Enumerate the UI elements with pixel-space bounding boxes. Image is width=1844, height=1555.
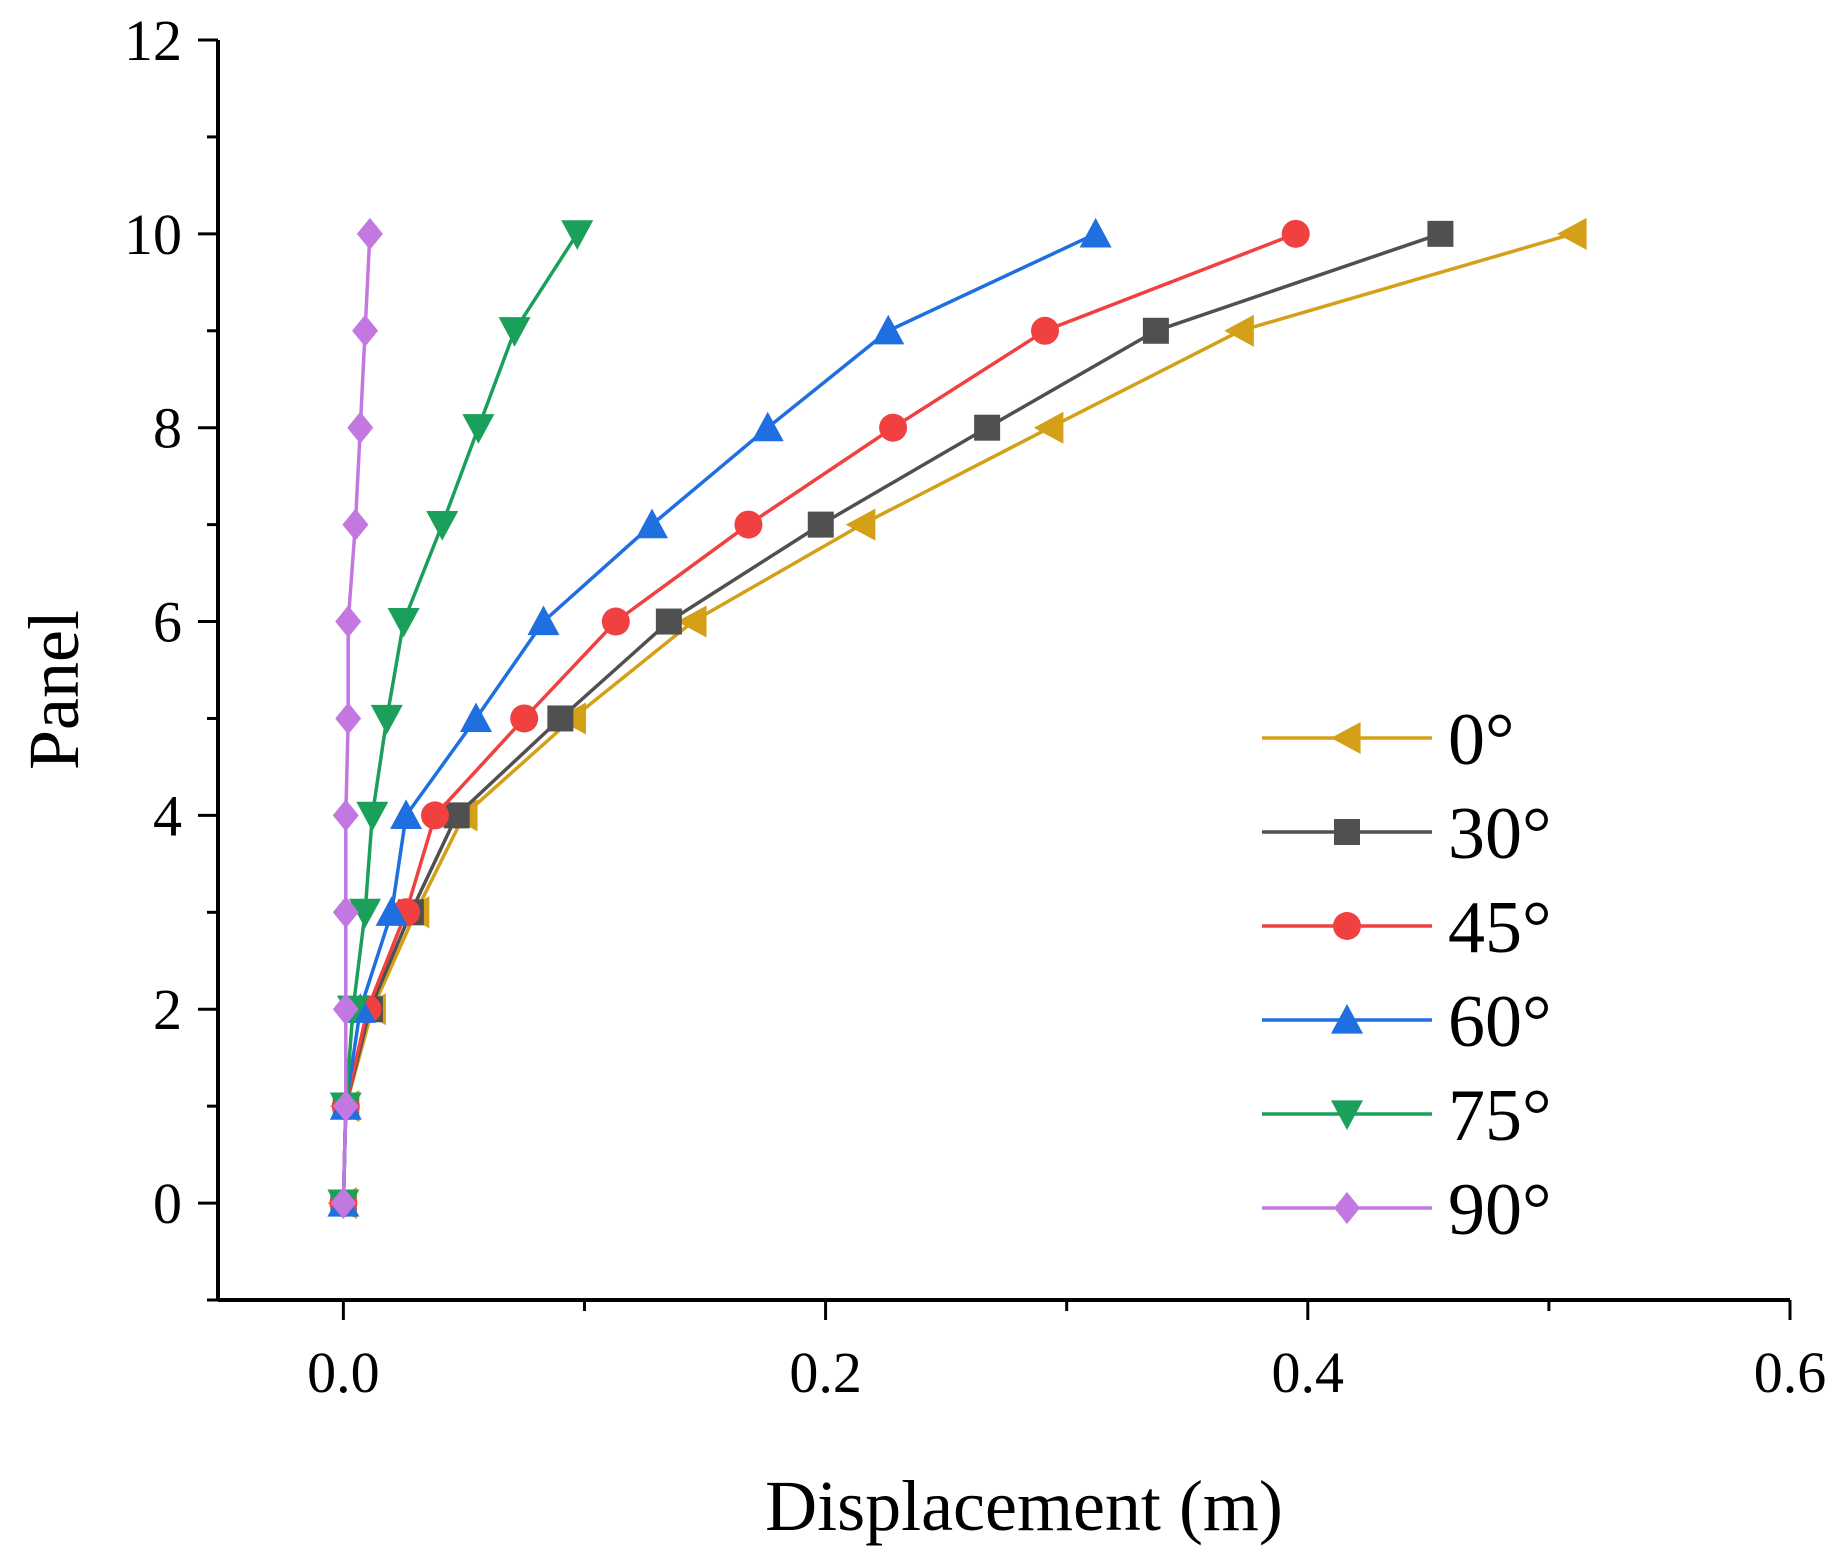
y-tick-label: 4 xyxy=(153,783,182,848)
legend-label: 45° xyxy=(1448,887,1552,969)
legend-marker xyxy=(1333,912,1361,940)
y-tick-label: 0 xyxy=(153,1171,182,1236)
data-point xyxy=(332,993,359,1026)
data-point xyxy=(676,605,707,638)
legend-marker xyxy=(1334,819,1360,845)
data-point xyxy=(1224,314,1254,347)
data-point xyxy=(335,605,362,638)
plot-area xyxy=(327,217,1587,1220)
y-tick-label: 2 xyxy=(153,977,182,1042)
data-point xyxy=(547,705,574,732)
data-point xyxy=(845,508,876,541)
data-point xyxy=(734,510,763,539)
data-point xyxy=(387,607,420,638)
y-tick-label: 12 xyxy=(124,8,182,73)
legend-item: 60° xyxy=(1262,981,1552,1063)
data-point xyxy=(510,704,539,733)
data-point xyxy=(1030,316,1059,345)
data-point xyxy=(1427,220,1454,247)
data-point xyxy=(1281,219,1310,248)
data-point xyxy=(370,704,403,735)
legend-marker xyxy=(1331,1004,1363,1034)
series-line xyxy=(341,232,1097,1204)
data-point xyxy=(601,607,630,636)
legend-item: 45° xyxy=(1262,887,1552,969)
legend-marker xyxy=(1331,722,1361,754)
legend-label: 60° xyxy=(1448,981,1552,1063)
data-point xyxy=(635,508,668,539)
series-3 xyxy=(327,217,1112,1217)
data-point xyxy=(561,220,594,250)
x-ticks: 0.0 0.2 0.4 0.6 xyxy=(307,1300,1826,1405)
x-tick-label: 0.6 xyxy=(1754,1340,1827,1405)
data-point xyxy=(1142,317,1169,344)
legend: 0° 30° 45° 60° 75° 90° xyxy=(1262,699,1552,1251)
data-point xyxy=(459,702,492,733)
data-point xyxy=(352,314,379,347)
legend-label: 0° xyxy=(1448,699,1515,781)
legend-item: 0° xyxy=(1262,699,1515,781)
data-point xyxy=(375,896,408,926)
data-point xyxy=(974,414,1001,441)
x-tick-label: 0.2 xyxy=(789,1340,862,1405)
data-point xyxy=(356,801,389,832)
data-point xyxy=(879,413,908,442)
data-point xyxy=(751,411,784,442)
data-point xyxy=(1033,411,1064,444)
legend-marker xyxy=(1331,1100,1363,1130)
legend-label: 30° xyxy=(1448,793,1552,875)
data-point xyxy=(342,508,369,541)
legend-item: 75° xyxy=(1262,1075,1552,1157)
data-point xyxy=(332,896,359,929)
y-axis-title: Panel xyxy=(14,610,94,770)
legend-label: 75° xyxy=(1448,1075,1552,1157)
series-line xyxy=(341,232,1297,1204)
y-tick-label: 6 xyxy=(153,590,182,655)
data-point xyxy=(498,317,531,347)
data-point xyxy=(332,799,359,832)
data-point xyxy=(872,314,905,345)
data-point xyxy=(390,799,423,829)
data-point xyxy=(1079,217,1112,248)
series-line xyxy=(341,232,1441,1204)
data-point xyxy=(527,605,560,636)
data-point xyxy=(330,1187,357,1220)
x-tick-label: 0.4 xyxy=(1272,1340,1345,1405)
data-point xyxy=(426,511,459,541)
x-axis-title: Displacement (m) xyxy=(765,1466,1283,1546)
y-tick-label: 10 xyxy=(124,202,182,267)
data-point xyxy=(807,511,834,538)
legend-item: 90° xyxy=(1262,1169,1552,1251)
data-point xyxy=(349,898,382,929)
data-point xyxy=(356,217,383,250)
data-point xyxy=(462,414,495,444)
y-ticks: 0 2 4 6 8 10 12 xyxy=(124,8,218,1302)
data-point xyxy=(332,1090,359,1123)
legend-marker xyxy=(1334,1192,1360,1224)
data-point xyxy=(655,608,682,635)
x-tick-label: 0.0 xyxy=(307,1340,380,1405)
data-point xyxy=(335,702,362,735)
data-point xyxy=(1557,217,1587,250)
data-point xyxy=(347,411,374,444)
series-5 xyxy=(330,217,383,1220)
y-tick-label: 8 xyxy=(153,396,182,461)
data-point xyxy=(420,801,449,830)
legend-item: 30° xyxy=(1262,793,1552,875)
legend-label: 90° xyxy=(1448,1169,1552,1251)
